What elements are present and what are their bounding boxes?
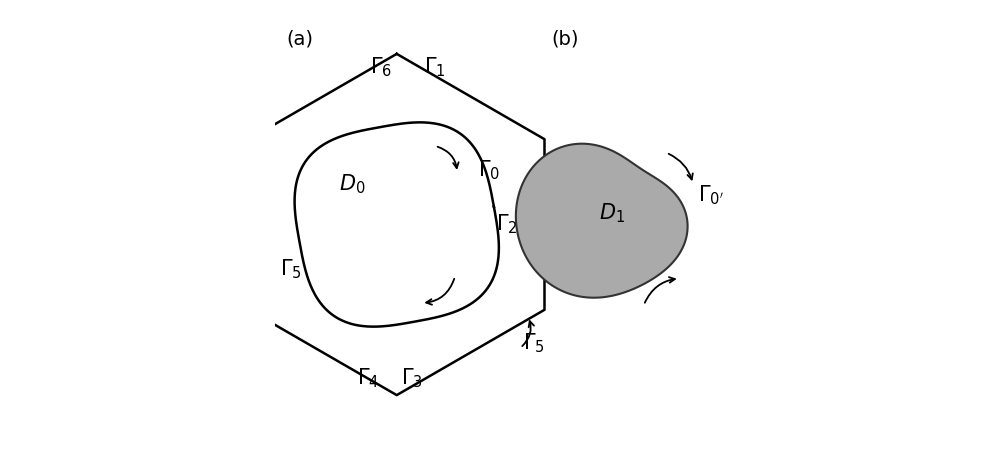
Text: $\Gamma_5$: $\Gamma_5$: [280, 258, 302, 281]
Text: $\Gamma_4$: $\Gamma_4$: [357, 366, 379, 390]
Text: $\Gamma_{0'}$: $\Gamma_{0'}$: [698, 184, 724, 207]
Text: $\Gamma_1$: $\Gamma_1$: [424, 55, 446, 79]
Text: $\Gamma_6$: $\Gamma_6$: [370, 55, 392, 79]
Text: $\Gamma_5$: $\Gamma_5$: [523, 332, 545, 355]
Text: (a): (a): [287, 29, 314, 48]
Text: $D_1$: $D_1$: [599, 202, 625, 225]
Text: $D_0$: $D_0$: [339, 172, 365, 196]
Text: $\Gamma_2$: $\Gamma_2$: [496, 213, 518, 236]
Text: (b): (b): [552, 29, 579, 48]
Text: $\Gamma_0$: $\Gamma_0$: [478, 159, 500, 182]
Polygon shape: [516, 144, 688, 298]
Text: $\Gamma_3$: $\Gamma_3$: [401, 366, 423, 390]
